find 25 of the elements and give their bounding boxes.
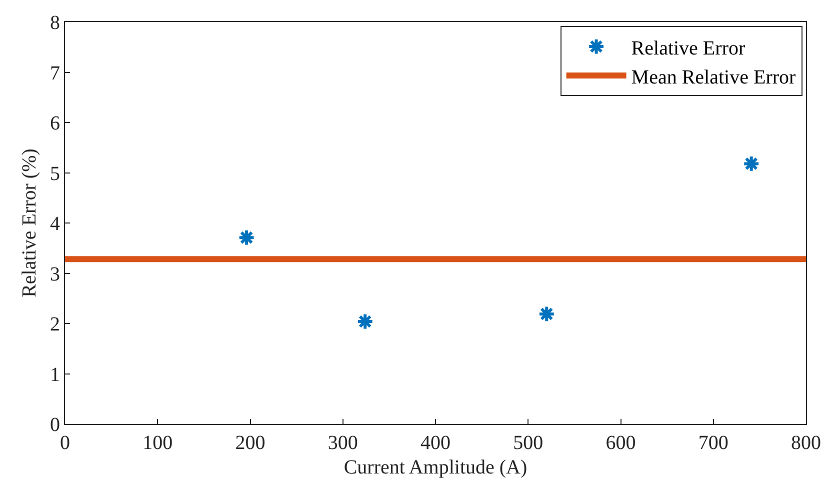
y-axis-title: Relative Error (%) <box>18 148 40 298</box>
x-tick-label: 600 <box>606 432 636 454</box>
point <box>742 155 760 172</box>
point <box>356 312 374 330</box>
x-tick-label: 100 <box>142 432 173 454</box>
y-tick-label: 3 <box>50 263 60 286</box>
legend-label: Mean Relative Error <box>631 66 796 88</box>
y-tick-label: 2 <box>50 314 60 336</box>
y-tick-label: 8 <box>50 12 60 34</box>
y-tick-label: 5 <box>50 162 60 185</box>
x-axis-title: Current Amplitude (A) <box>344 456 528 478</box>
x-tick-label: 700 <box>698 432 728 454</box>
y-tick-label: 0 <box>50 414 60 436</box>
x-tick-label: 200 <box>235 432 266 454</box>
point <box>538 305 556 323</box>
legend-label: Relative Error <box>631 37 746 60</box>
x-tick-label: 300 <box>328 432 358 454</box>
x-tick-label: 500 <box>513 432 544 454</box>
point <box>238 228 256 246</box>
y-tick-label: 6 <box>50 112 60 134</box>
x-tick-label: 800 <box>791 432 821 454</box>
x-tick-label: 400 <box>420 432 450 454</box>
y-tick-label: 4 <box>50 213 60 235</box>
y-tick-label: 7 <box>50 62 60 84</box>
y-tick-label: 1 <box>50 364 60 386</box>
